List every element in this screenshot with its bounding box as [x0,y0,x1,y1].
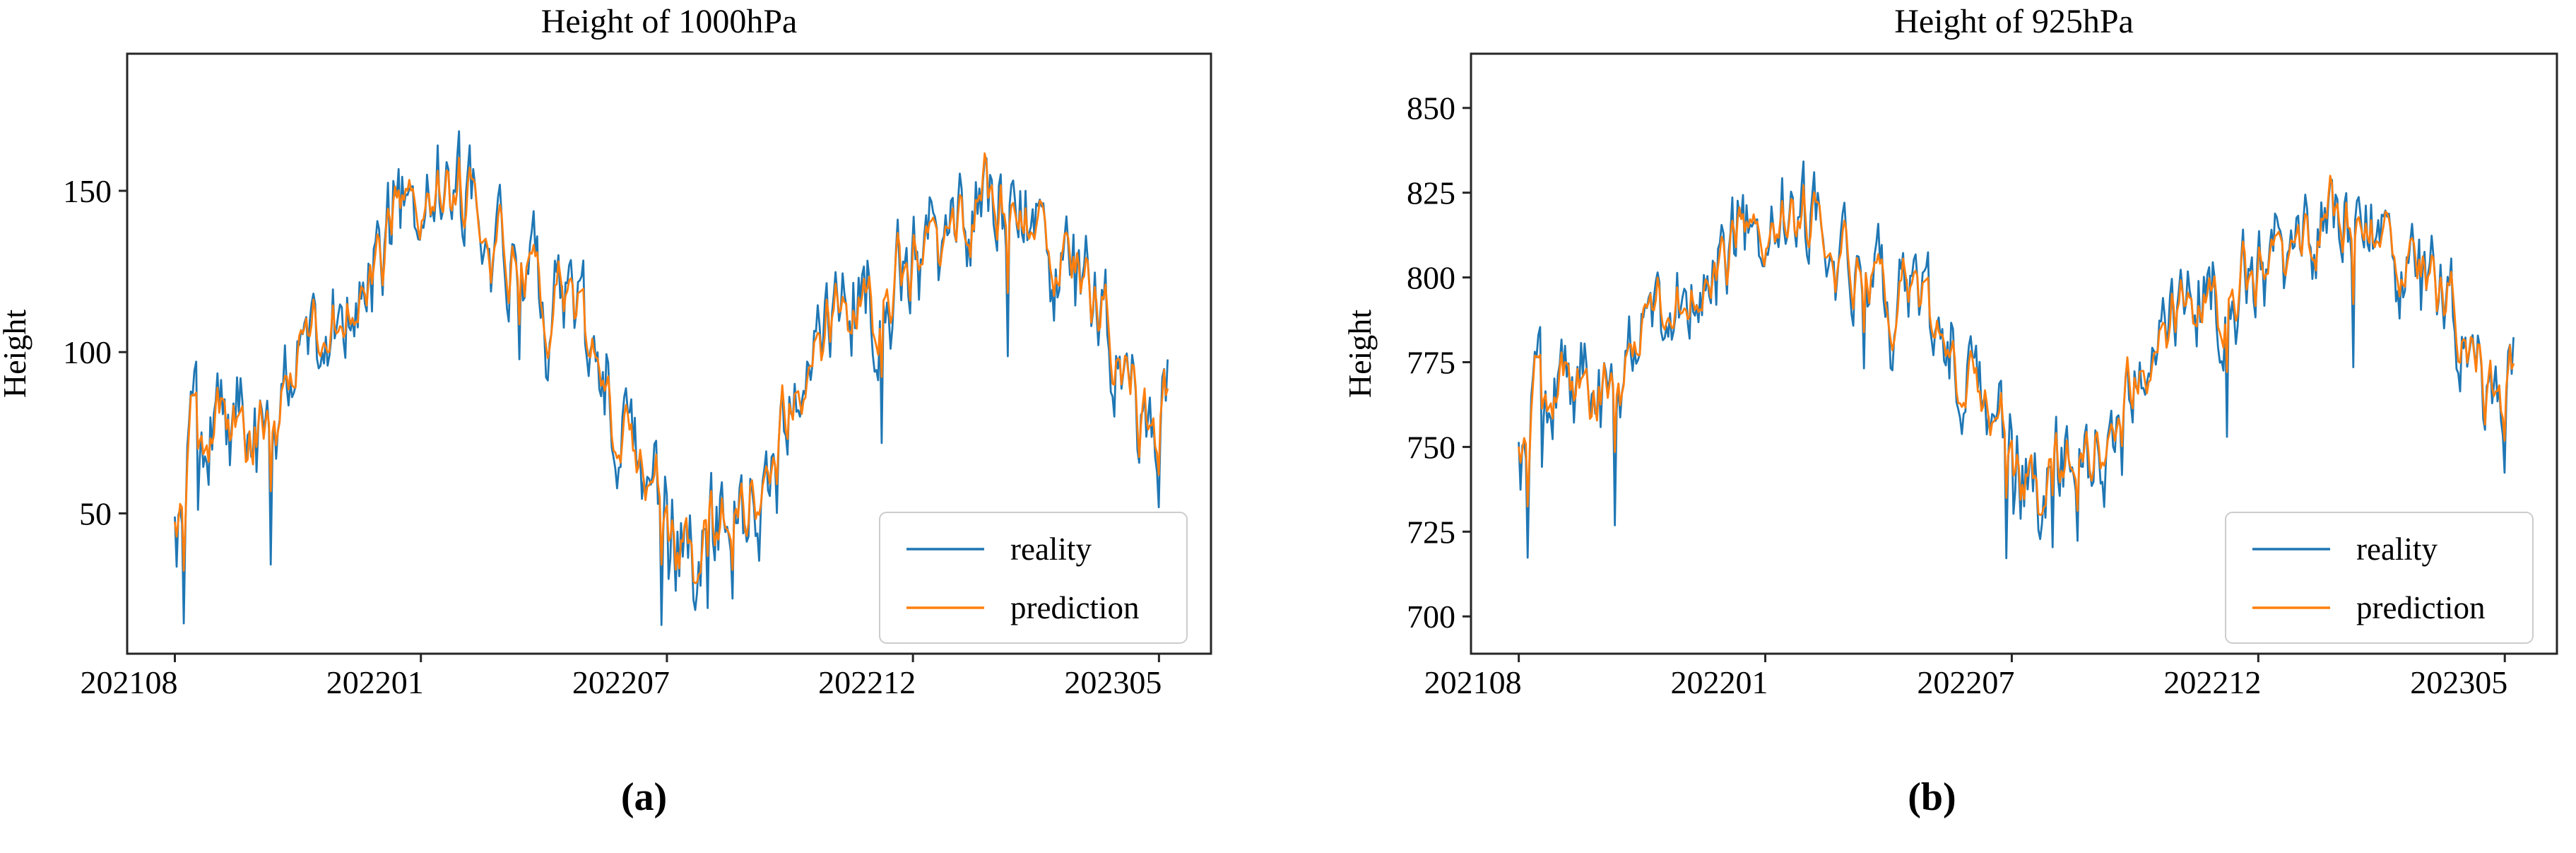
x-tick-label: 202212 [2163,664,2261,700]
legend-box [2225,512,2534,644]
caption-b: (b) [1908,775,1956,819]
y-tick-label: 825 [1407,175,1455,211]
x-tick-label: 202108 [1424,664,1522,700]
x-tick-label: 202212 [818,664,916,700]
plot-area-border [126,52,1212,655]
series-line-prediction [174,152,1169,584]
x-tick-label: 202108 [80,664,177,700]
y-tick-label: 150 [63,173,112,209]
plot-area-border [1470,52,2558,655]
chart-925hpa: 202108 202201 202207 202212 202305 700 725 750 7… [1342,3,2558,700]
x-tick-label: 202305 [1064,664,1162,700]
legend-label-reality: reality [1010,531,1092,567]
series-line-prediction [1518,175,2515,517]
chart-title: Height of 1000hPa [541,3,798,40]
legend-label-prediction: prediction [2356,590,2485,625]
y-axis-label: Height [1342,310,1378,398]
x-tick-label: 202207 [572,664,670,700]
y-tick-label: 725 [1407,514,1455,550]
y-axis-label: Height [0,310,33,398]
y-tick-label: 800 [1407,260,1455,296]
x-tick-label: 202305 [2410,664,2507,700]
y-tick-label: 50 [79,495,112,531]
legend-label-prediction: prediction [1010,590,1139,625]
x-tick-label: 202201 [326,664,424,700]
y-tick-label: 775 [1407,344,1455,380]
y-tick-label: 850 [1407,90,1455,127]
x-tick-label: 202207 [1917,664,2014,700]
chart-1000hpa: 202108 202201 202207 202212 202305 50 100 150 He… [0,3,1212,700]
legend-box [879,512,1188,644]
x-tick-label: 202201 [1671,664,1768,700]
caption-a: (a) [620,775,668,819]
y-tick-label: 100 [63,334,112,370]
subfigure-a: 202108 202201 202207 202212 202305 50 100 150 He… [0,0,1288,728]
series-line-reality [1518,160,2515,560]
y-tick-label: 700 [1407,599,1455,635]
legend-label-reality: reality [2356,531,2438,567]
subfigure-b: 202108 202201 202207 202212 202305 700 725 750 7… [1288,0,2576,728]
y-tick-label: 750 [1407,429,1455,465]
chart-title: Height of 925hPa [1894,3,2134,40]
